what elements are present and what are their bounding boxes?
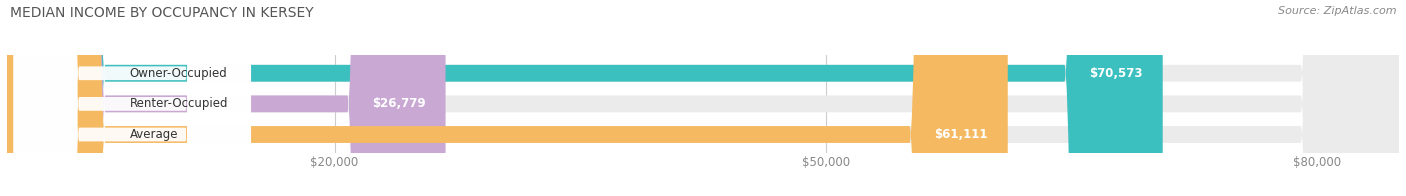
FancyBboxPatch shape: [7, 0, 1163, 196]
Text: Average: Average: [129, 128, 179, 141]
FancyBboxPatch shape: [7, 0, 446, 196]
FancyBboxPatch shape: [14, 0, 252, 196]
Text: Renter-Occupied: Renter-Occupied: [129, 97, 228, 110]
FancyBboxPatch shape: [7, 0, 1399, 196]
FancyBboxPatch shape: [14, 0, 252, 196]
Text: Owner-Occupied: Owner-Occupied: [129, 67, 228, 80]
FancyBboxPatch shape: [7, 0, 1008, 196]
FancyBboxPatch shape: [7, 0, 1399, 196]
Text: $70,573: $70,573: [1090, 67, 1143, 80]
Text: MEDIAN INCOME BY OCCUPANCY IN KERSEY: MEDIAN INCOME BY OCCUPANCY IN KERSEY: [10, 6, 314, 20]
Text: $26,779: $26,779: [373, 97, 426, 110]
FancyBboxPatch shape: [14, 0, 252, 196]
FancyBboxPatch shape: [7, 0, 1399, 196]
Text: Source: ZipAtlas.com: Source: ZipAtlas.com: [1278, 6, 1396, 16]
Text: $61,111: $61,111: [935, 128, 988, 141]
